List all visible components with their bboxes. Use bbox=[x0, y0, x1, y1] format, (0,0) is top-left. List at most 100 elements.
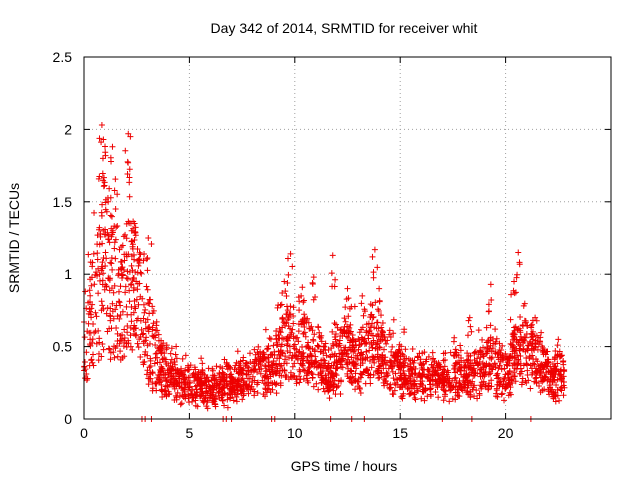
data-point bbox=[375, 306, 382, 313]
data-point bbox=[246, 375, 253, 382]
data-point bbox=[320, 346, 327, 353]
data-point bbox=[135, 301, 142, 308]
data-point bbox=[117, 283, 124, 290]
data-point bbox=[540, 351, 547, 358]
data-point bbox=[263, 374, 270, 381]
data-point bbox=[310, 274, 317, 281]
data-point bbox=[260, 355, 267, 362]
data-point bbox=[87, 342, 94, 349]
data-point bbox=[107, 212, 114, 219]
data-point bbox=[399, 384, 406, 391]
data-point bbox=[278, 341, 285, 348]
data-point bbox=[410, 363, 417, 370]
data-point bbox=[107, 313, 114, 320]
data-point bbox=[288, 374, 295, 381]
data-point bbox=[132, 305, 139, 312]
data-point bbox=[389, 343, 396, 350]
data-point bbox=[391, 353, 398, 360]
data-point bbox=[200, 380, 207, 387]
data-point bbox=[90, 250, 97, 257]
data-point bbox=[130, 287, 137, 294]
data-point bbox=[297, 376, 304, 383]
data-point bbox=[348, 354, 355, 361]
data-point bbox=[86, 287, 93, 294]
data-point bbox=[95, 327, 102, 334]
data-point bbox=[281, 320, 288, 327]
data-point bbox=[337, 390, 344, 397]
data-point bbox=[340, 355, 347, 362]
data-point bbox=[346, 305, 353, 312]
data-point bbox=[112, 236, 119, 243]
data-point bbox=[434, 384, 441, 391]
data-point bbox=[233, 398, 240, 405]
data-point bbox=[402, 346, 409, 353]
data-point bbox=[260, 391, 267, 398]
data-point bbox=[254, 390, 261, 397]
data-point bbox=[338, 378, 345, 385]
data-point bbox=[283, 292, 290, 299]
data-point bbox=[552, 398, 559, 405]
data-point bbox=[471, 393, 478, 400]
data-point bbox=[239, 388, 246, 395]
data-point bbox=[296, 379, 303, 386]
data-points bbox=[81, 122, 568, 422]
data-point bbox=[112, 306, 119, 313]
data-point bbox=[253, 356, 260, 363]
data-point bbox=[134, 340, 141, 347]
data-point bbox=[119, 354, 126, 361]
data-point bbox=[537, 334, 544, 341]
data-point bbox=[283, 342, 290, 349]
data-point bbox=[125, 159, 132, 166]
data-point bbox=[488, 377, 495, 384]
data-point bbox=[277, 352, 284, 359]
data-point bbox=[532, 343, 539, 350]
data-point bbox=[93, 313, 100, 320]
data-point bbox=[107, 259, 114, 266]
data-point bbox=[399, 392, 406, 399]
data-point bbox=[335, 382, 342, 389]
data-point bbox=[341, 323, 348, 330]
data-point bbox=[507, 352, 514, 359]
data-point bbox=[109, 300, 116, 307]
data-point bbox=[205, 378, 212, 385]
data-point bbox=[105, 275, 112, 282]
data-point bbox=[145, 328, 152, 335]
data-point bbox=[512, 323, 519, 330]
data-point bbox=[487, 362, 494, 369]
data-point bbox=[100, 346, 107, 353]
data-point bbox=[407, 390, 414, 397]
data-point bbox=[524, 323, 531, 330]
data-point bbox=[374, 264, 381, 271]
data-point bbox=[392, 370, 399, 377]
data-point bbox=[417, 360, 424, 367]
data-point bbox=[547, 378, 554, 385]
data-point bbox=[294, 356, 301, 363]
data-point bbox=[103, 310, 110, 317]
data-point bbox=[372, 299, 379, 306]
data-point bbox=[482, 368, 489, 375]
data-point bbox=[111, 354, 118, 361]
data-point bbox=[280, 319, 287, 326]
data-point bbox=[526, 353, 533, 360]
data-point bbox=[258, 365, 265, 372]
data-point bbox=[396, 359, 403, 366]
data-point bbox=[113, 325, 120, 332]
data-point bbox=[453, 349, 460, 356]
data-point bbox=[216, 394, 223, 401]
data-point bbox=[282, 356, 289, 363]
data-point bbox=[427, 372, 434, 379]
data-point bbox=[386, 331, 393, 338]
data-point bbox=[164, 377, 171, 384]
data-point bbox=[469, 378, 476, 385]
data-point bbox=[401, 329, 408, 336]
data-point bbox=[499, 357, 506, 364]
data-point bbox=[90, 351, 97, 358]
data-point bbox=[499, 390, 506, 397]
data-point bbox=[134, 269, 141, 276]
data-point bbox=[224, 391, 231, 398]
data-point bbox=[263, 389, 270, 396]
data-point bbox=[398, 393, 405, 400]
data-point bbox=[102, 262, 109, 269]
data-point bbox=[370, 269, 377, 276]
data-point bbox=[376, 298, 383, 305]
